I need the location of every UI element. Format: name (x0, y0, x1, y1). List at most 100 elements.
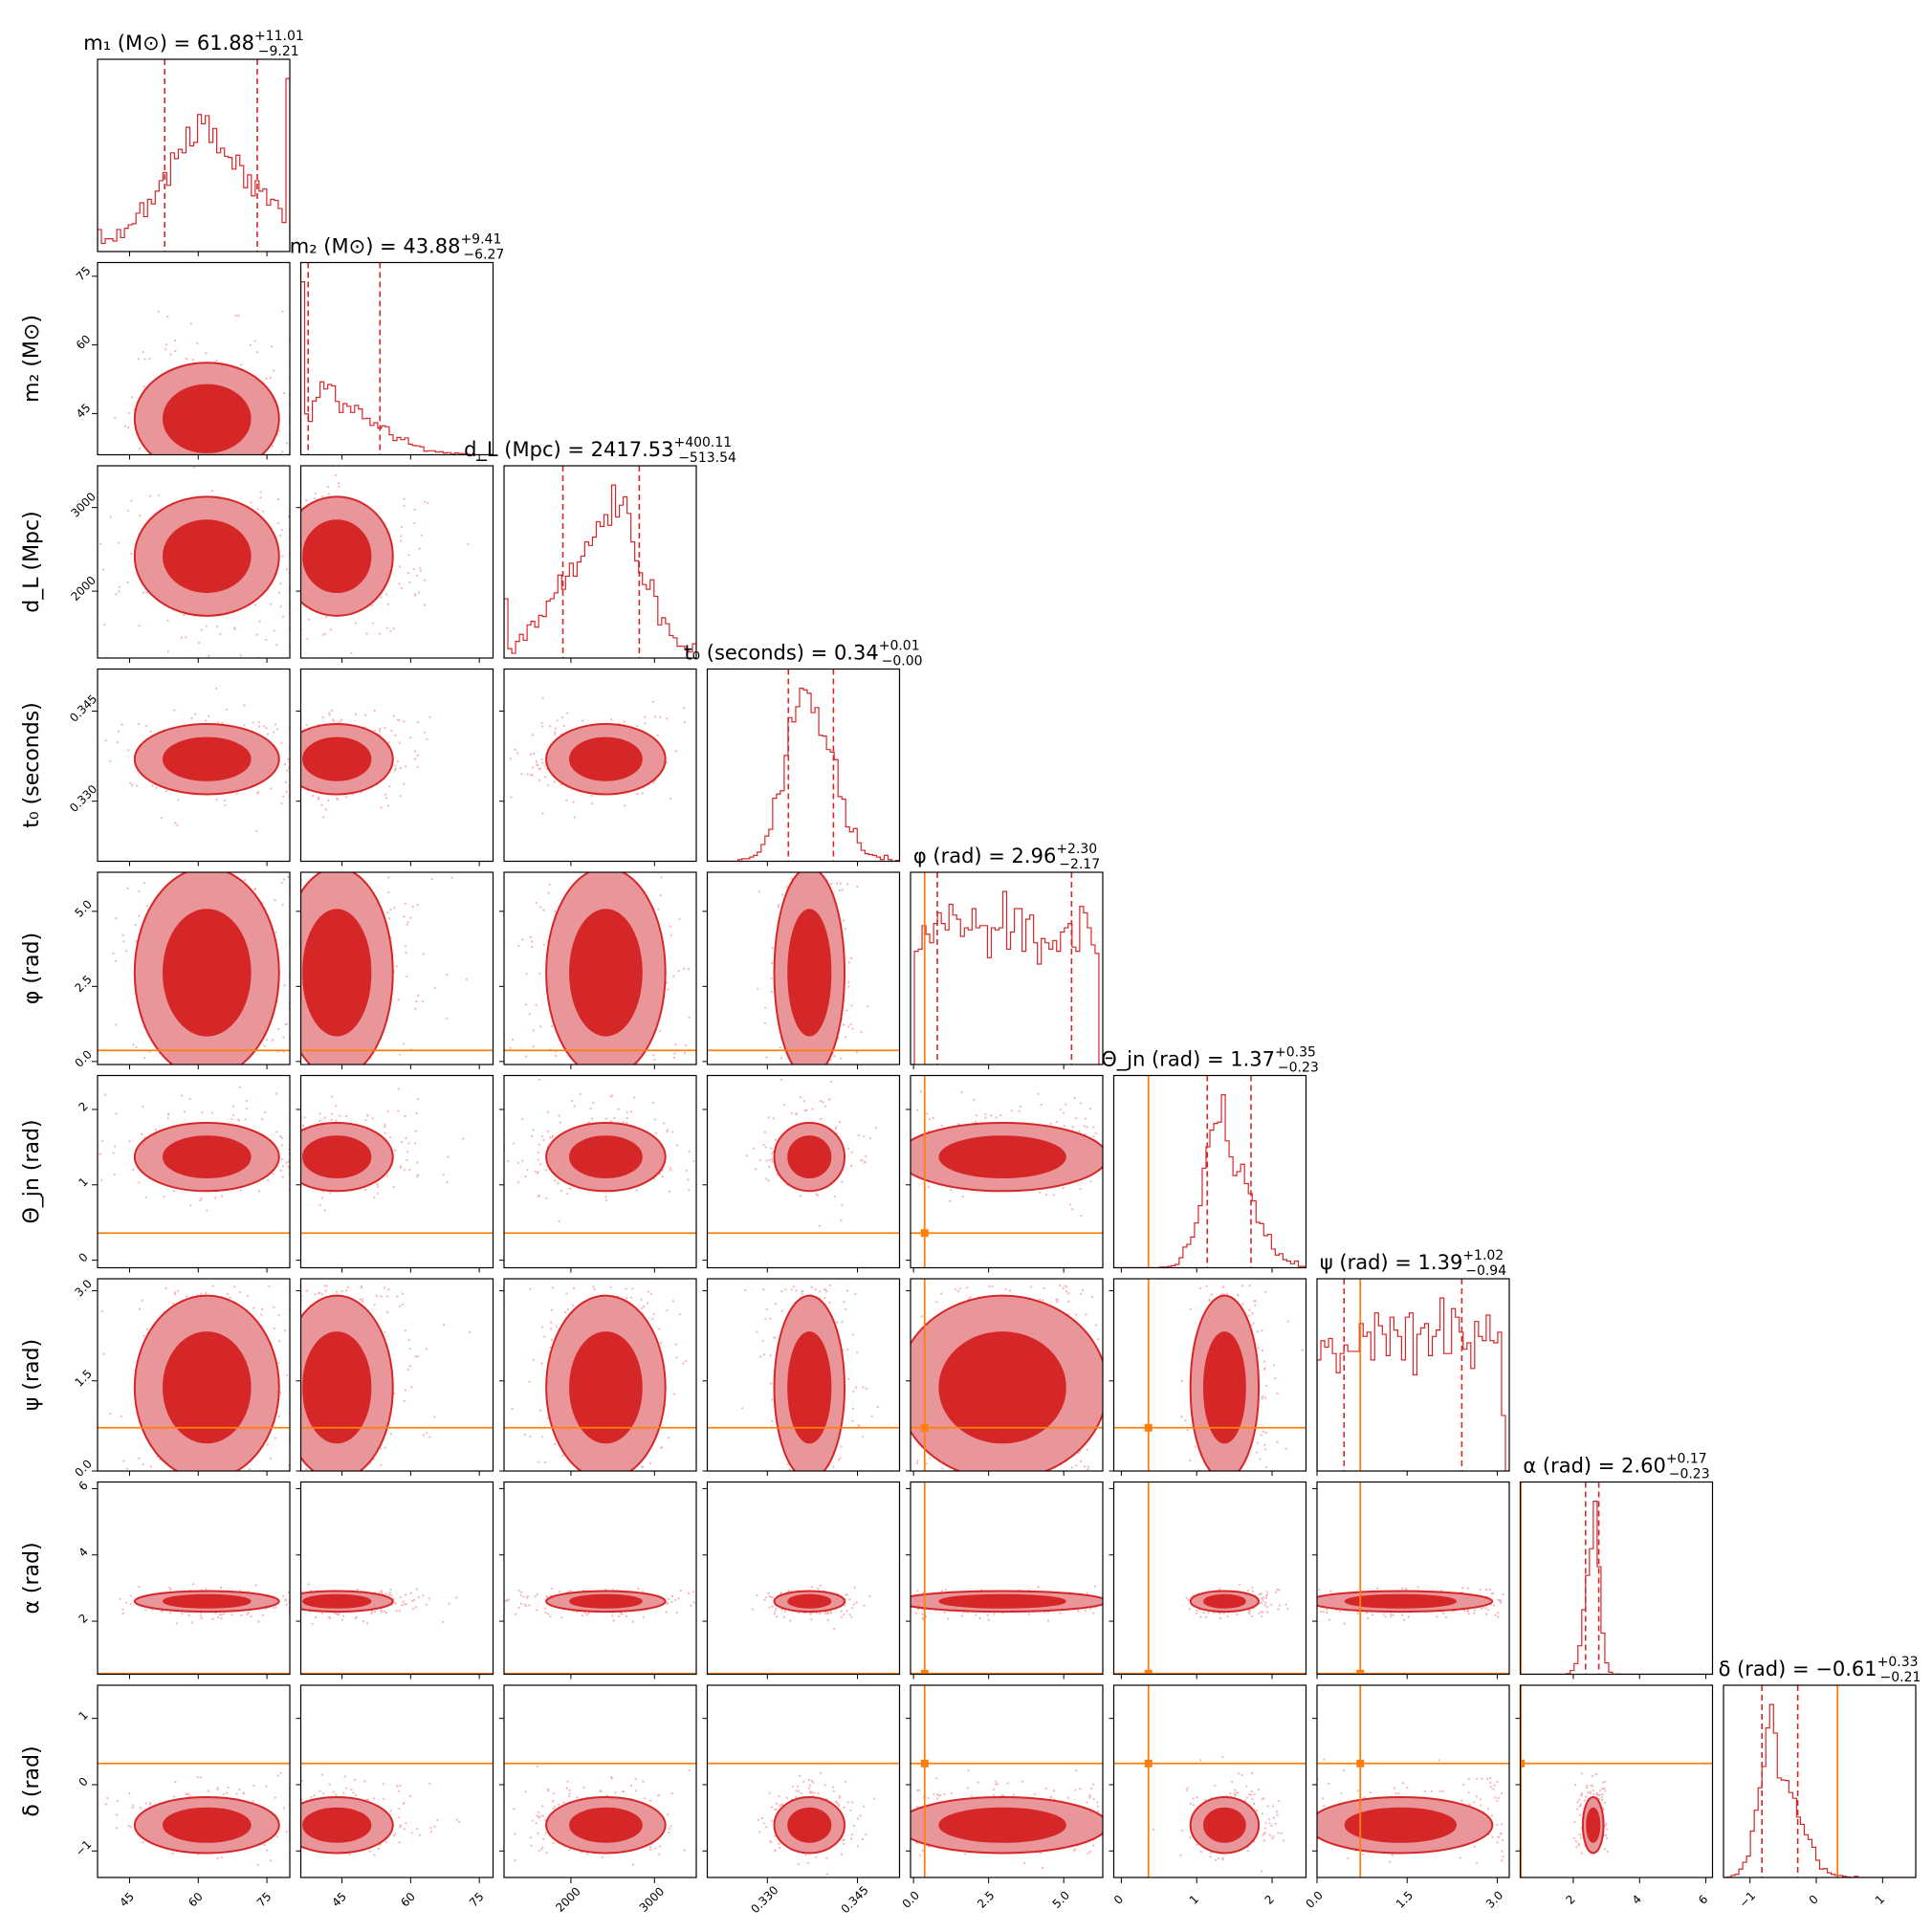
scatter-point (666, 717, 669, 720)
scatter-point (278, 1135, 282, 1138)
scatter-point (593, 1287, 596, 1291)
scatter-point (130, 499, 133, 502)
panel-frame (706, 1074, 901, 1269)
scatter-point (771, 1157, 774, 1160)
scatter-point (231, 1113, 235, 1117)
scatter-point (535, 760, 538, 763)
panel-title-phi: φ (rad) = 2.96+2.30 −2.17 (913, 842, 1100, 872)
scatter-point (274, 723, 277, 726)
scatter-point (509, 757, 513, 760)
scatter-point (400, 535, 403, 538)
scatter-point (517, 944, 520, 948)
scatter-point (609, 1095, 612, 1098)
scatter-point (396, 1295, 399, 1298)
panel-phi-vs-m1 (98, 872, 290, 1065)
scatter-point (301, 1125, 305, 1128)
scatter-point (402, 1043, 406, 1045)
scatter-point (849, 1022, 852, 1025)
scatter-point (524, 1175, 527, 1178)
scatter-point (651, 700, 655, 703)
scatter-point (243, 878, 247, 882)
scatter-point (535, 901, 538, 905)
scatter-point (145, 591, 148, 594)
scatter-point (540, 1362, 543, 1365)
scatter-point (617, 1108, 620, 1110)
scatter-point (400, 1140, 404, 1144)
scatter-point (176, 823, 179, 826)
scatter-point (785, 886, 788, 889)
scatter-point (269, 377, 272, 380)
scatter-point (757, 890, 760, 893)
scatter-point (538, 1194, 540, 1197)
scatter-point (282, 878, 285, 881)
scatter-point (561, 1455, 564, 1458)
scatter-point (112, 1152, 115, 1154)
scatter-point (589, 1107, 592, 1110)
scatter-point (559, 1121, 561, 1124)
scatter-point (530, 774, 533, 777)
scatter-point (131, 783, 134, 787)
scatter-point (415, 1111, 418, 1115)
scatter-point (403, 504, 406, 508)
scatter-point (166, 1117, 169, 1120)
contour-inner-dL-m1 (162, 519, 252, 593)
scatter-point (256, 791, 259, 794)
scatter-point (193, 466, 196, 469)
scatter-point (399, 766, 402, 770)
scatter-point (379, 728, 382, 731)
scatter-point (285, 790, 288, 793)
scatter-point (380, 806, 383, 809)
scatter-point (149, 1465, 152, 1468)
scatter-point (1062, 1187, 1065, 1190)
scatter-point (135, 1045, 138, 1049)
scatter-point (416, 754, 419, 757)
scatter-point (529, 1287, 532, 1290)
scatter-point (822, 1101, 824, 1104)
scatter-point (563, 1311, 567, 1314)
scatter-point (173, 339, 177, 342)
scatter-point (124, 425, 127, 428)
scatter-point (422, 953, 425, 955)
panel-phi-vs-dL (504, 872, 696, 1065)
scatter-point (406, 1368, 409, 1372)
scatter-point (305, 1289, 309, 1292)
scatter-point (666, 1131, 669, 1133)
scatter-point (387, 917, 391, 920)
scatter-point (622, 1121, 625, 1124)
scatter-point (323, 1209, 326, 1212)
scatter-point (338, 482, 340, 485)
scatter-point (654, 1132, 657, 1135)
scatter-point (145, 905, 149, 908)
scatter-point (565, 1292, 568, 1295)
panel-frame (299, 668, 494, 863)
scatter-point (394, 764, 397, 767)
scatter-point (675, 1144, 678, 1147)
scatter-point (185, 636, 187, 639)
scatter-point (364, 714, 367, 716)
scatter-point (1010, 1109, 1013, 1112)
panel-psi-vs-m2 (300, 1284, 494, 1471)
scatter-point (446, 1017, 449, 1020)
panel-frame (503, 465, 697, 659)
scatter-point (406, 921, 409, 924)
scatter-point (205, 352, 208, 355)
scatter-point (1073, 1096, 1076, 1099)
scatter-point (401, 1292, 404, 1295)
panel-frame (97, 58, 291, 252)
scatter-point (190, 716, 193, 719)
scatter-point (591, 802, 594, 805)
scatter-point (652, 781, 655, 784)
scatter-point (404, 1329, 406, 1332)
scatter-point (208, 714, 210, 717)
scatter-point (854, 1293, 857, 1296)
scatter-point (416, 994, 420, 998)
scatter-point (325, 615, 328, 619)
y-axis-label-t0: t₀ (seconds) (20, 702, 44, 828)
scatter-point (762, 1143, 765, 1147)
scatter-point (259, 496, 262, 499)
y-tick-label-theta: 0 (77, 1250, 91, 1264)
scatter-point (416, 1098, 419, 1101)
scatter-point (541, 696, 544, 699)
scatter-point (757, 987, 759, 990)
panel-dL-vs-m2 (300, 466, 470, 658)
